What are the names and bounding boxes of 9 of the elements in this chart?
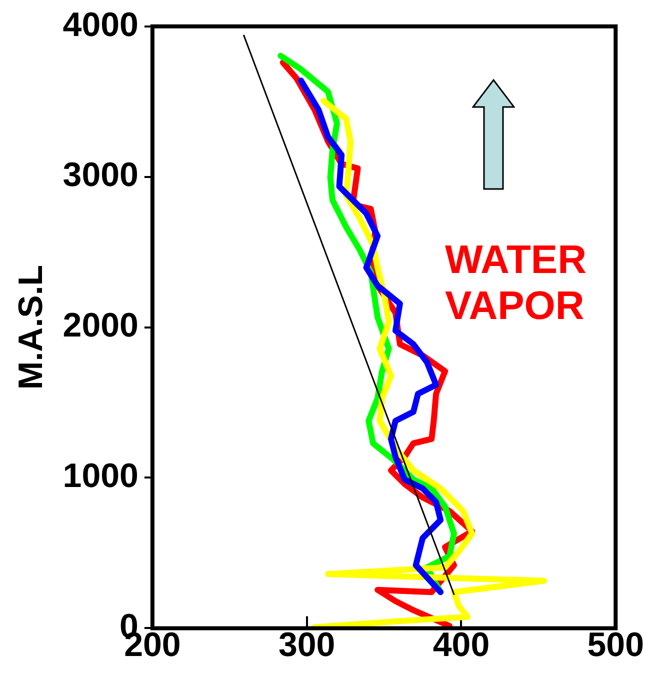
x-tick-label: 300 [278,626,336,664]
y-tick-label: 3000 [62,156,138,194]
annotation: WATER VAPOR [445,238,587,328]
y-axis-title: M.A.S.L [12,264,50,390]
x-tick-label: 400 [432,626,490,664]
y-tick-label: 2000 [62,306,138,345]
y-tick-label: 1000 [62,457,138,496]
x-tick-label: 500 [587,626,644,664]
y-tick-label: 4000 [62,6,138,44]
